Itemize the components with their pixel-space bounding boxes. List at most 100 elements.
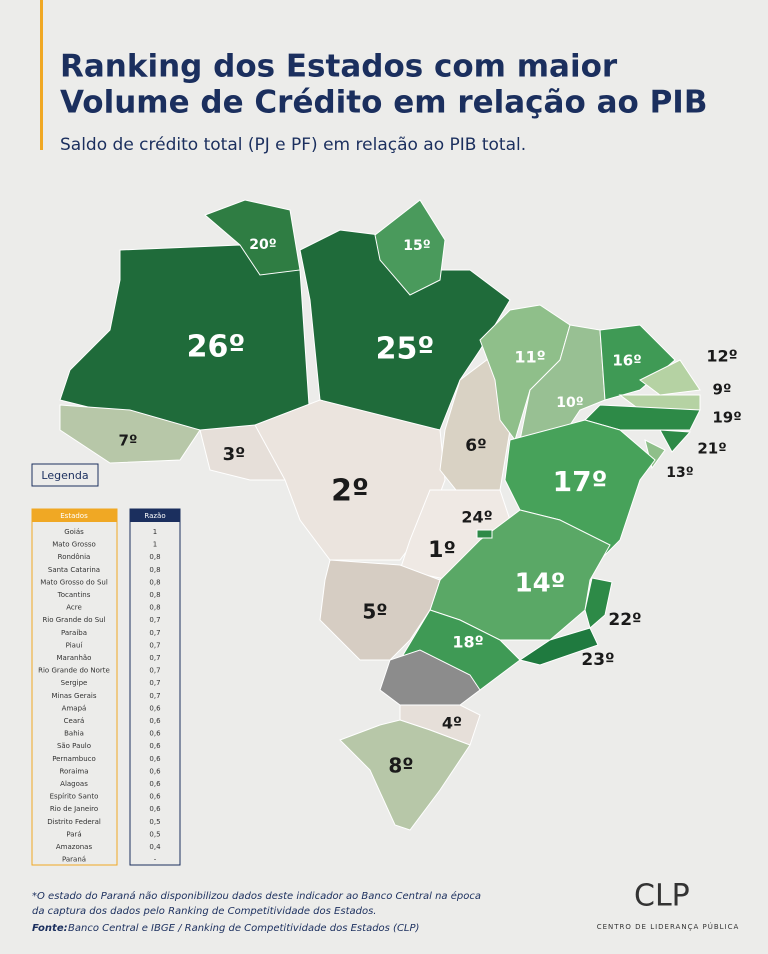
rank-label: 4º [442, 714, 462, 733]
ratio-value: 0,6 [149, 793, 161, 801]
rank-label: 17º [553, 465, 608, 498]
ratio-value: 0,4 [149, 843, 161, 851]
legend-title: Legenda [41, 469, 88, 482]
state-name: Pará [66, 830, 81, 838]
table-header: Razão [144, 512, 165, 520]
ratio-value: 0,7 [149, 692, 160, 700]
rank-label: 9º [713, 381, 732, 399]
rank-label: 2º [331, 474, 369, 509]
state-name: Bahia [64, 730, 84, 738]
state-shape [476, 529, 493, 539]
state-name: Rondônia [58, 553, 91, 561]
title: Ranking dos Estados com maior [60, 49, 618, 85]
state-name: Sergipe [61, 679, 88, 687]
ratio-value: 0,7 [149, 629, 160, 637]
rank-label: 12º [706, 347, 737, 366]
ratio-value: 1 [153, 541, 157, 549]
ratio-header-bg [130, 509, 180, 522]
state-name: Acre [66, 604, 82, 612]
state-name: Alagoas [60, 780, 88, 788]
legend-box [31, 463, 99, 487]
state-name: Pernambuco [52, 755, 96, 763]
rank-label: 3º [223, 444, 246, 465]
state-name: Amazonas [56, 843, 93, 851]
table-rows: Goiás 1 Mato Grosso 1 Rondônia 0,8 Santa Catar… [38, 528, 161, 864]
ratio-value: 0,6 [149, 730, 161, 738]
rank-label: 13º [666, 465, 693, 481]
rank-label: 24º [461, 508, 492, 527]
state-name: Goiás [64, 528, 84, 536]
ratio-value: 0,8 [149, 553, 160, 561]
rank-label: 23º [581, 650, 614, 670]
state-shape [59, 404, 201, 464]
state-name: Mato Grosso [52, 541, 96, 549]
rank-label: 25º [376, 332, 435, 367]
accent-bar [40, 0, 43, 150]
logo-tagline: CENTRO DE LIDERANÇA PÚBLICA [597, 922, 740, 931]
ratio-value: 0,5 [149, 818, 160, 826]
rank-label: 21º [697, 440, 726, 458]
footnote: *O estado do Paraná não disponibilizou d… [32, 890, 481, 902]
state-name: Distrito Federal [47, 818, 101, 826]
rank-label: 6º [465, 436, 486, 456]
ratio-value: 0,6 [149, 742, 161, 750]
ratio-value: 0,8 [149, 591, 160, 599]
state-shape [379, 649, 481, 706]
ratio-value: 0,8 [149, 578, 160, 586]
source-text: Banco Central e IBGE / Ranking de Compet… [68, 923, 419, 934]
state-name: Espírito Santo [50, 793, 99, 801]
ratio-value: 0,6 [149, 767, 161, 775]
state-shape [504, 419, 656, 561]
ratio-value: 0,7 [149, 654, 160, 662]
ratio-value: 0,6 [149, 780, 161, 788]
rank-label: 20º [249, 237, 276, 253]
footnote: da captura dos dados pelo Ranking de Com… [32, 906, 376, 917]
state-shape [659, 429, 692, 453]
ratio-value: 0,7 [149, 616, 160, 624]
ratio-value: 0,8 [149, 604, 160, 612]
state-name: Piauí [66, 641, 84, 649]
state-name: Minas Gerais [51, 692, 96, 700]
rank-label: 8º [388, 754, 413, 778]
state-shape [374, 199, 446, 296]
subtitle: Saldo de crédito total (PJ e PF) em rela… [60, 135, 526, 155]
table-header: Estados [60, 512, 88, 520]
state-name: São Paulo [57, 742, 91, 750]
ratio-value: 0,6 [149, 717, 161, 725]
ratio-value: 0,5 [149, 830, 160, 838]
state-shape [319, 559, 441, 661]
rank-label: 16º [612, 352, 641, 370]
ratio-value: 0,7 [149, 679, 160, 687]
state-name: Ceará [64, 717, 85, 725]
rank-label: 1º [428, 538, 456, 563]
state-name: Rio Grande do Sul [42, 616, 105, 624]
rank-label: 5º [362, 600, 387, 624]
rank-label: 14º [515, 569, 566, 599]
states-header-bg [32, 509, 117, 522]
state-name: Paraná [62, 856, 86, 864]
ratio-value: 1 [153, 528, 157, 536]
state-shape [639, 359, 701, 396]
state-shape [339, 719, 471, 831]
rank-label: 15º [403, 238, 430, 254]
ratio-value: - [154, 856, 157, 864]
source-label: Fonte: [32, 923, 68, 934]
state-name: Tocantins [57, 591, 91, 599]
ratio-value: 0,6 [149, 805, 161, 813]
state-name: Santa Catarina [48, 566, 100, 574]
title: Volume de Crédito em relação ao PIB [60, 85, 707, 121]
state-name: Rio Grande do Norte [38, 667, 110, 675]
ratio-value: 0,6 [149, 704, 161, 712]
ratio-value: 0,6 [149, 755, 161, 763]
ratio-value: 0,8 [149, 566, 160, 574]
logo-name: CLP [634, 879, 690, 914]
rank-label: 26º [187, 330, 246, 365]
rank-label: 10º [556, 395, 583, 411]
state-shape [584, 577, 613, 629]
state-name: Amapá [62, 704, 87, 712]
ratio-value: 0,7 [149, 667, 160, 675]
rank-label: 7º [119, 432, 138, 450]
state-shape [204, 199, 301, 276]
state-shape [584, 404, 701, 431]
